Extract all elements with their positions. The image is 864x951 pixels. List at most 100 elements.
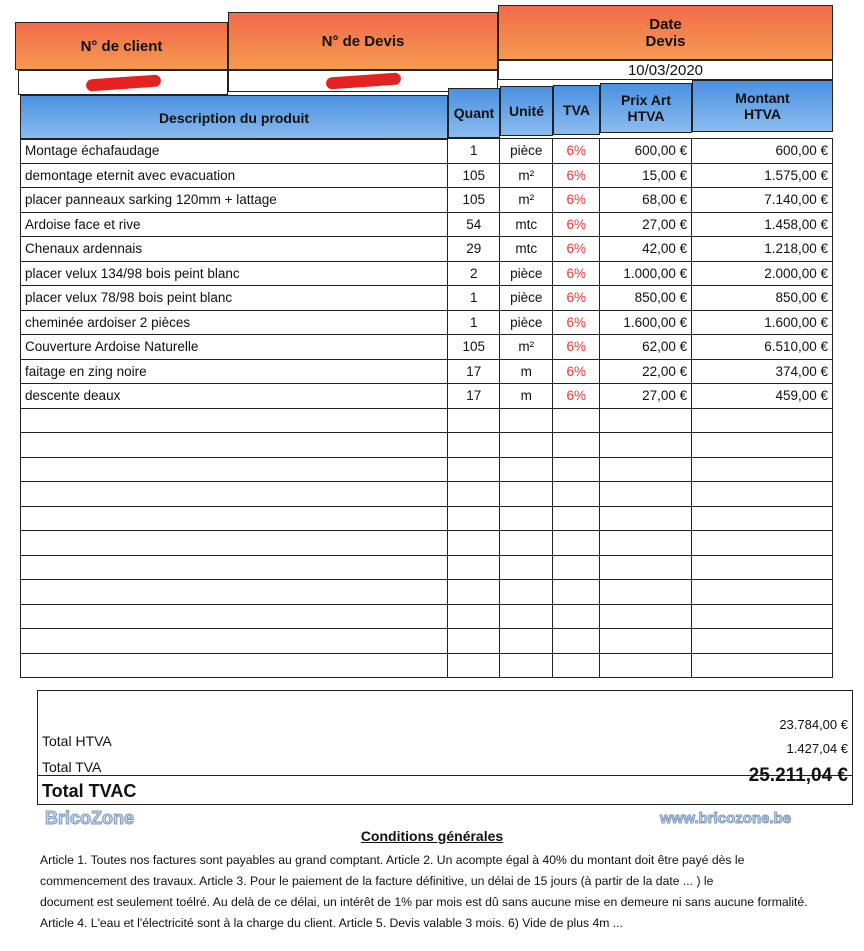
cell-montant: 374,00 € — [691, 358, 833, 384]
cell-montant — [691, 432, 833, 458]
cell-prix: 27,00 € — [599, 383, 693, 409]
date-text: 10/03/2020 — [627, 61, 704, 79]
cell-desc — [19, 432, 449, 458]
cell-quant: 17 — [447, 358, 501, 384]
table-row: placer panneaux sarking 120mm + lattage 1… — [19, 187, 833, 213]
cell-tva — [552, 554, 601, 580]
cell-prix — [599, 652, 693, 678]
cell-quant — [447, 628, 501, 654]
cell-prix: 27,00 € — [599, 211, 693, 237]
totals-box: Total HTVA 23.784,00 € Total TVA 1.427,0… — [37, 690, 853, 805]
cell-tva: 6% — [552, 162, 601, 188]
cell-montant: 2.000,00 € — [691, 260, 833, 286]
cell-prix — [599, 554, 693, 580]
cell-quant — [447, 505, 501, 531]
cell-quant — [447, 603, 501, 629]
cell-desc — [19, 407, 449, 433]
cell-tva — [552, 530, 601, 556]
cell-prix — [599, 603, 693, 629]
cell-unite: pièce — [499, 309, 554, 335]
cell-quant — [447, 530, 501, 556]
cell-desc — [19, 628, 449, 654]
table-row — [19, 554, 833, 580]
cell-montant: 1.575,00 € — [691, 162, 833, 188]
cell-tva: 6% — [552, 285, 601, 311]
col-prix-label-2: HTVA — [627, 108, 665, 124]
table-row — [19, 456, 833, 482]
cell-prix: 42,00 € — [599, 236, 693, 262]
condition-line: Article 4. L'eau et l'électricité sont à… — [40, 916, 623, 930]
date-header: Date Devis — [498, 5, 833, 60]
cell-desc: placer velux 134/98 bois peint blanc — [19, 260, 449, 286]
cell-tva: 6% — [552, 309, 601, 335]
cell-unite: pièce — [499, 285, 554, 311]
cell-desc: demontage eternit avec evacuation — [19, 162, 449, 188]
cell-montant — [691, 603, 833, 629]
cell-tva — [552, 603, 601, 629]
col-montant-label-2: HTVA — [743, 106, 782, 122]
cell-desc: Ardoise face et rive — [19, 211, 449, 237]
cell-unite: m² — [499, 162, 554, 188]
cell-montant: 6.510,00 € — [691, 334, 833, 360]
table-row — [19, 579, 833, 605]
cell-tva — [552, 505, 601, 531]
col-description: Description du produit — [20, 95, 448, 140]
table-row — [19, 530, 833, 556]
cell-desc — [19, 456, 449, 482]
client-number-value — [18, 70, 228, 95]
table-row — [19, 481, 833, 507]
cell-montant — [691, 530, 833, 556]
cell-prix: 68,00 € — [599, 187, 693, 213]
total-tva-label: Total TVA — [42, 759, 102, 775]
cell-unite — [499, 456, 554, 482]
items-table: Montage échafaudage 1 pièce 6% 600,00 €600,0… — [19, 138, 833, 678]
date-label: Date — [649, 15, 682, 33]
cell-montant — [691, 652, 833, 678]
cell-unite — [499, 579, 554, 605]
col-prix: Prix Art HTVA — [600, 83, 692, 133]
cell-prix: 1.600,00 € — [599, 309, 693, 335]
table-row: Couverture Ardoise Naturelle 105 m² 6% 62,00… — [19, 334, 833, 360]
cell-desc — [19, 481, 449, 507]
table-row: cheminée ardoiser 2 pièces 1 pièce 6% 1.600,… — [19, 309, 833, 335]
cell-desc: Montage échafaudage — [19, 138, 449, 164]
cell-montant: 459,00 € — [691, 383, 833, 409]
cell-tva — [552, 456, 601, 482]
total-tvac-value: 25.211,04 € — [748, 765, 848, 786]
cell-prix — [599, 432, 693, 458]
cell-prix — [599, 628, 693, 654]
cell-quant: 1 — [447, 309, 501, 335]
cell-unite: m² — [499, 187, 554, 213]
cell-prix — [599, 505, 693, 531]
cell-quant: 1 — [447, 285, 501, 311]
cell-prix: 15,00 € — [599, 162, 693, 188]
cell-quant — [447, 579, 501, 605]
devis-date-label: Devis — [645, 32, 686, 50]
cell-tva — [552, 407, 601, 433]
cell-desc: placer velux 78/98 bois peint blanc — [19, 285, 449, 311]
cell-desc — [19, 554, 449, 580]
cell-tva — [552, 579, 601, 605]
cell-tva: 6% — [552, 383, 601, 409]
cell-quant — [447, 554, 501, 580]
table-row: placer velux 134/98 bois peint blanc 2 piè… — [19, 260, 833, 286]
condition-line: Article 1. Toutes nos factures sont paya… — [40, 853, 745, 867]
conditions-text: Article 1. Toutes nos factures sont paya… — [40, 850, 862, 934]
cell-montant — [691, 481, 833, 507]
cell-tva: 6% — [552, 236, 601, 262]
cell-quant: 54 — [447, 211, 501, 237]
cell-desc: descente deaux — [19, 383, 449, 409]
cell-quant — [447, 481, 501, 507]
cell-quant: 105 — [447, 187, 501, 213]
client-number-header: N° de client — [15, 22, 228, 70]
cell-unite: pièce — [499, 138, 554, 164]
cell-montant — [691, 505, 833, 531]
cell-montant: 1.458,00 € — [691, 211, 833, 237]
cell-tva — [552, 652, 601, 678]
cell-prix — [599, 530, 693, 556]
client-label: N° de client — [80, 37, 163, 55]
cell-montant — [691, 456, 833, 482]
col-tva: TVA — [553, 85, 600, 135]
cell-quant — [447, 652, 501, 678]
table-row — [19, 652, 833, 678]
